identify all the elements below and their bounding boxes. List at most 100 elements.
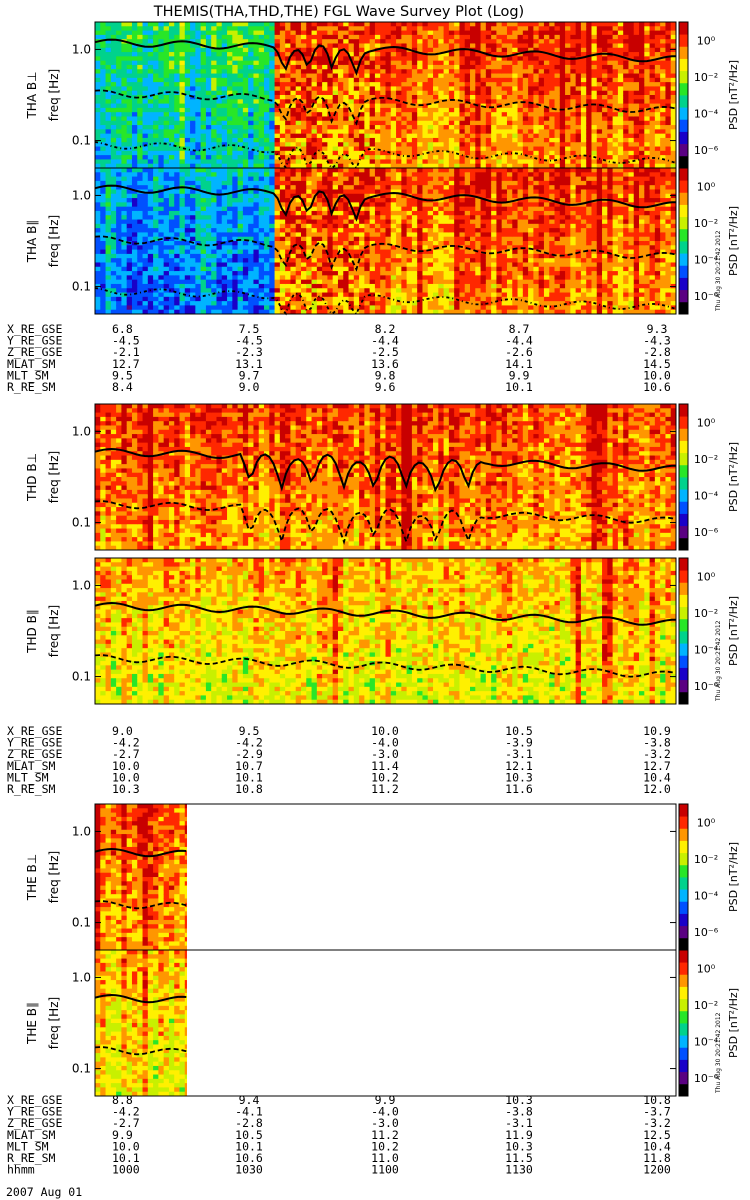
colorbar-tick-label: 10⁰ [697,416,716,429]
ephemeris-value: 7.5 [239,322,260,336]
ephemeris-value: 11.0 [371,1151,399,1165]
ephemeris-value: 10.9 [643,724,671,738]
ephemeris-value: 11.4 [371,759,399,773]
ephemeris-value: -2.8 [643,345,671,359]
colorbar-label: PSD [nT²/Hz] [727,596,740,666]
ephemeris-row-label: Z_RE_GSE [7,747,62,761]
ephemeris-value: 14.1 [505,357,533,371]
ephemeris-value: 10.3 [112,782,140,796]
ephemeris-value: -4.2 [112,1105,140,1119]
ephemeris-value: 8.4 [112,380,133,394]
ephemeris-value: 1130 [505,1163,533,1177]
ephemeris-value: 9.5 [239,724,260,738]
ephemeris-value: -3.7 [643,1105,671,1119]
ephemeris-value: 9.5 [112,368,133,382]
colorbar-tick-label: 10⁻⁴ [694,643,719,656]
ephemeris-value: 9.9 [509,368,530,382]
frequency-trace-line [94,38,677,76]
colorbar-label: PSD [nT²/Hz] [727,842,740,912]
y-axis-label: freq [Hz] [47,851,61,903]
ephemeris-value: 10.6 [235,1151,263,1165]
ephemeris-value: 9.6 [375,380,396,394]
panel-probe-label: THE B∥ [25,1002,39,1045]
ephemeris-row-label: X_RE_GSE [7,724,62,738]
spectrogram-cells [95,22,676,169]
ephemeris-value: -2.6 [505,345,533,359]
ephemeris-value: 10.1 [505,380,533,394]
colorbar-label: PSD [nT²/Hz] [727,442,740,512]
y-tick-label: 0.1 [72,280,91,294]
ephemeris-value: -4.0 [371,1105,399,1119]
panel-probe-label: THE B⊥ [25,854,39,901]
ephemeris-value: -4.2 [235,736,263,750]
ephemeris-value: 9.0 [239,380,260,394]
ephemeris-row-label: MLAT_SM [7,357,56,371]
ephemeris-value: 1100 [371,1163,399,1177]
colorbar-tick-label: 10⁻² [694,607,718,620]
y-tick-label: 1.0 [72,970,91,984]
ephemeris-value: 8.8 [112,1093,133,1107]
ephemeris-value: 10.4 [643,1139,671,1153]
y-axis-label: freq [Hz] [47,69,61,121]
colorbar-tick-label: 10⁰ [697,816,716,829]
spectrogram-cells [95,950,187,1097]
ephemeris-value: -4.2 [112,736,140,750]
ephemeris-row-label: MLT_SM [7,1139,49,1153]
ephemeris-value: -4.4 [505,334,533,348]
frequency-trace-line [94,993,187,1004]
ephemeris-value: 9.8 [375,368,396,382]
y-tick-label: 1.0 [72,424,91,438]
ephemeris-value: 12.5 [643,1128,671,1142]
ephemeris-value: 10.2 [371,1139,399,1153]
spectrogram-cells [95,404,676,551]
ephemeris-value: -3.2 [643,747,671,761]
panel-probe-label: THA B∥ [25,220,39,264]
ephemeris-value: 9.7 [239,368,260,382]
frequency-trace-line [94,447,676,493]
colorbar-tick-label: 10⁰ [697,570,716,583]
ephemeris-value: 9.9 [112,1128,133,1142]
colorbar-tick-label: 10⁻⁶ [694,144,719,157]
ephemeris-value: 9.3 [647,322,668,336]
frequency-trace-line [94,235,677,272]
ephemeris-value: 8.2 [375,322,396,336]
ephemeris-row-label: Y_RE_GSE [7,736,62,750]
y-tick-label: 1.0 [72,824,91,838]
y-tick-label: 0.1 [72,916,91,930]
y-axis-label: freq [Hz] [47,605,61,657]
colorbar-tick-label: 10⁻⁶ [694,290,719,303]
ephemeris-value: 10.3 [505,1093,533,1107]
colorbar-tick-label: 10⁻⁶ [694,526,719,539]
ephemeris-value: 10.3 [505,770,533,784]
ephemeris-value: -2.8 [235,1116,263,1130]
ephemeris-value: 10.8 [643,1093,671,1107]
ephemeris-row-label: MLAT_SM [7,1128,56,1142]
colorbar-tick-label: 10⁻⁴ [694,889,719,902]
ephemeris-value: 1030 [235,1163,263,1177]
colorbar-tick-label: 10⁻² [694,71,718,84]
ephemeris-value: 1000 [112,1163,140,1177]
ephemeris-row-label: Y_RE_GSE [7,334,62,348]
ephemeris-value: -4.0 [371,736,399,750]
ephemeris-value: -4.3 [643,334,671,348]
ephemeris-value: -3.0 [371,1116,399,1130]
ephemeris-value: 11.9 [505,1128,533,1142]
y-tick-label: 0.1 [72,516,91,530]
ephemeris-value: 10.8 [235,782,263,796]
colorbar-tick-label: 10⁻⁶ [694,926,719,939]
colorbar-tick-label: 10⁻² [694,853,718,866]
colorbar: 10⁰ 10⁻² 10⁻⁴ 10⁻⁶ PSD [nT²/Hz] [678,167,740,315]
ephemeris-value: -2.9 [235,747,263,761]
ephemeris-value: 13.1 [235,357,263,371]
ephemeris-value: 10.1 [235,1139,263,1153]
ephemeris-value: 10.6 [643,380,671,394]
y-tick-label: 1.0 [72,578,91,592]
y-tick-label: 0.1 [72,670,91,684]
ephemeris-value: -3.0 [371,747,399,761]
ephemeris-value: 13.6 [371,357,399,371]
spectrogram-panel: 1.0 0.1 THE B∥ freq [Hz] 10⁰ 10⁻² 10⁻⁴ 10⁻⁶ PSD … [25,949,740,1097]
ephemeris-value: 10.0 [112,759,140,773]
y-tick-label: 0.1 [72,1062,91,1076]
ephemeris-row-label: MLAT_SM [7,759,56,773]
